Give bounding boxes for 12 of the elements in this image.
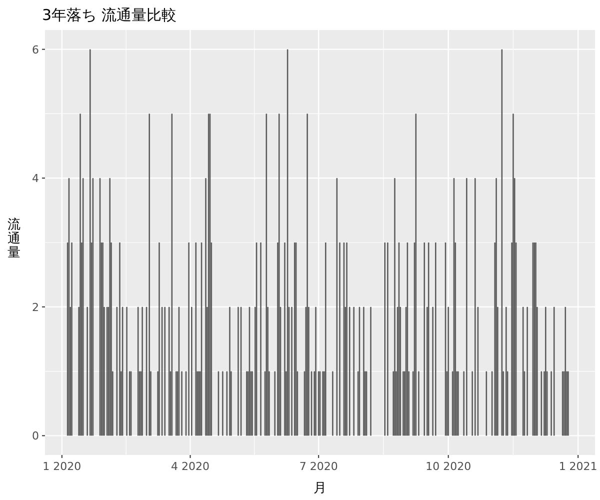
- y-tick-label: 0: [32, 430, 39, 443]
- x-tick-label: 1 2021: [558, 460, 598, 473]
- y-tick-label: 4: [32, 172, 39, 186]
- chart-title: 3年落ち 流通量比較: [42, 6, 176, 24]
- x-tick-label: 1 2020: [42, 460, 82, 473]
- x-axis-title: 月: [314, 481, 326, 496]
- x-tick-label: 7 2020: [299, 460, 338, 473]
- x-tick-label: 4 2020: [171, 460, 210, 473]
- y-tick-label: 6: [32, 43, 39, 56]
- y-tick-label: 2: [32, 300, 39, 314]
- y-axis-title: 流通量: [8, 216, 20, 260]
- x-tick-label: 10 2020: [426, 460, 472, 473]
